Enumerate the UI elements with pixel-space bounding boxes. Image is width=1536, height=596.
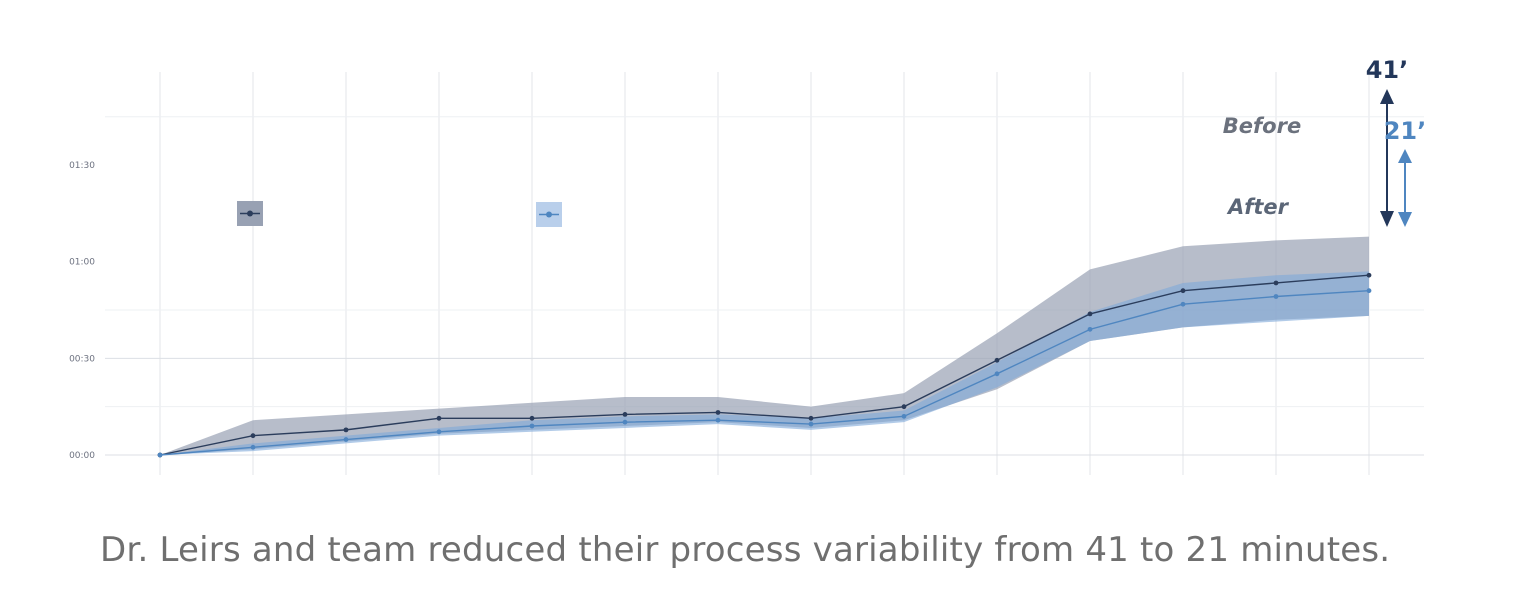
before-label: Before <box>1223 114 1301 138</box>
point-before <box>1087 311 1093 317</box>
point-after <box>529 423 535 429</box>
point-before <box>1180 288 1186 294</box>
point-after <box>715 417 721 423</box>
point-before <box>529 415 535 421</box>
point-after <box>808 421 814 427</box>
point-after <box>436 429 442 435</box>
point-after <box>343 437 349 442</box>
point-before <box>1366 272 1372 278</box>
line-before <box>159 274 1370 456</box>
after-spread-label: 21’ <box>1384 117 1427 145</box>
variability-bands <box>160 236 1369 455</box>
point-after <box>1273 294 1279 299</box>
legend <box>237 201 562 227</box>
point-after <box>901 413 907 419</box>
point-before <box>901 404 907 410</box>
point-before <box>715 410 721 415</box>
after-spread-arrow <box>1398 149 1412 227</box>
point-after <box>1180 301 1186 307</box>
series-lines <box>157 272 1372 458</box>
legend-marker-before <box>237 201 263 226</box>
point-after <box>157 452 163 458</box>
legend-marker-after <box>536 202 562 227</box>
point-before <box>622 412 628 417</box>
line-after <box>159 289 1370 456</box>
caption: Dr. Leirs and team reduced their process… <box>100 530 1391 570</box>
point-before <box>808 415 814 421</box>
before-spread-label: 41’ <box>1366 56 1409 84</box>
y-tick-label: 01:30 <box>69 161 95 171</box>
point-before <box>343 427 349 433</box>
band-before <box>160 236 1369 455</box>
point-after <box>250 444 256 450</box>
after-label: After <box>1226 195 1290 219</box>
band-after <box>160 271 1369 455</box>
point-before <box>994 357 1000 363</box>
y-tick-label: 00:00 <box>69 451 95 461</box>
y-axis: 00:00 00:30 01:00 01:30 <box>69 161 95 461</box>
point-before <box>250 433 256 439</box>
variability-chart: 00:00 00:30 01:00 01:30 Before After 41’ 21… <box>69 56 1427 475</box>
y-tick-label: 00:30 <box>69 354 95 364</box>
before-spread-arrow <box>1380 89 1394 227</box>
point-after <box>1087 326 1093 332</box>
point-after <box>622 419 628 425</box>
y-tick-label: 01:00 <box>69 258 95 268</box>
point-after <box>1366 288 1372 294</box>
point-before <box>436 415 442 421</box>
point-before <box>1273 280 1279 286</box>
point-after <box>994 371 1000 377</box>
